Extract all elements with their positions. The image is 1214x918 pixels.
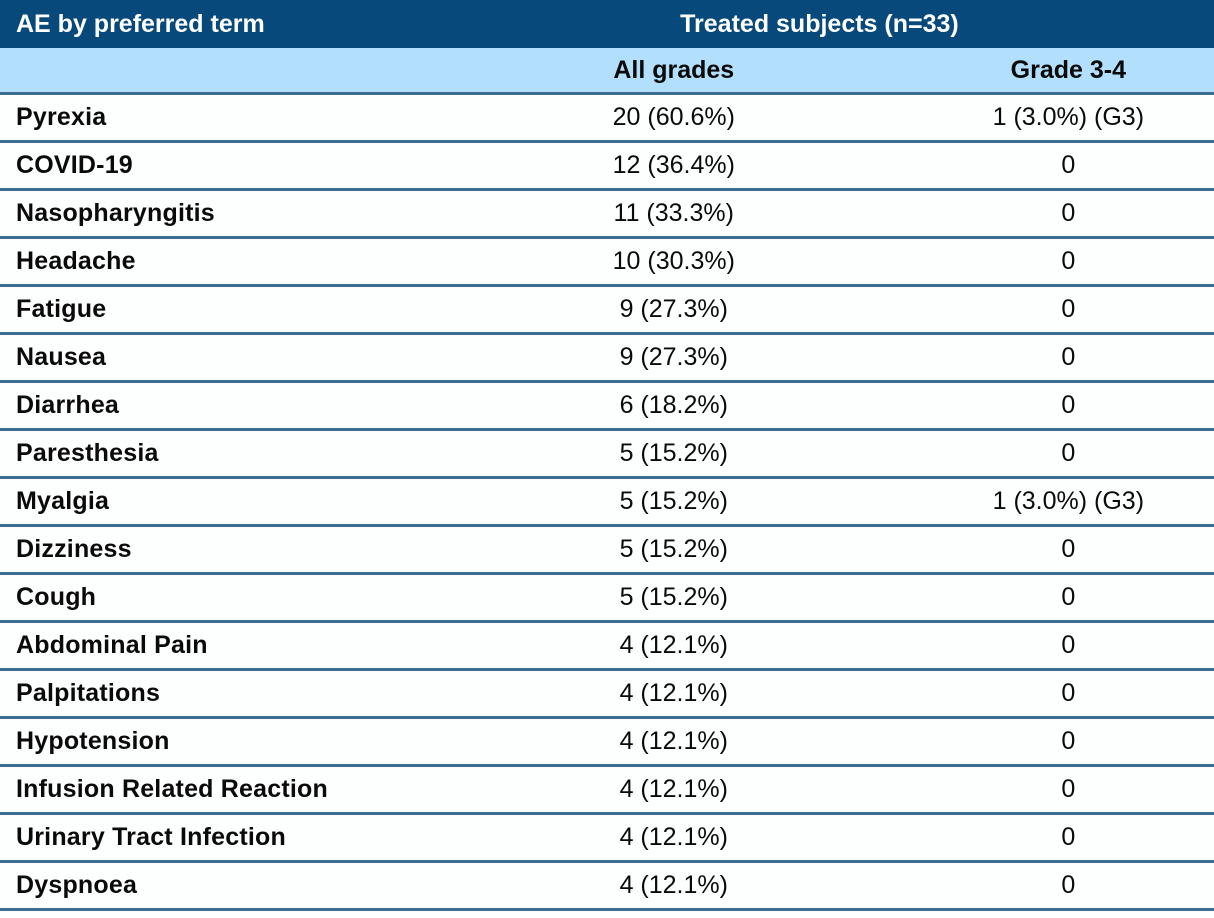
ae-term-cell: Palpitations xyxy=(0,669,425,719)
grade-3-4-cell: 0 xyxy=(922,429,1214,479)
table-row: Myalgia 5 (15.2%) 1 (3.0%) (G3) xyxy=(0,477,1214,527)
table-row: Abdominal Pain 4 (12.1%) 0 xyxy=(0,621,1214,671)
grade-3-4-cell: 0 xyxy=(922,669,1214,719)
grade-3-4-cell: 1 (3.0%) (G3) xyxy=(922,477,1214,527)
all-grades-cell: 9 (27.3%) xyxy=(424,333,923,383)
ae-term-cell: Abdominal Pain xyxy=(0,621,425,671)
header-treated-subjects: Treated subjects (n=33) xyxy=(424,0,1214,48)
grade-3-4-cell: 0 xyxy=(922,141,1214,191)
all-grades-cell: 11 (33.3%) xyxy=(424,189,923,239)
grade-3-4-cell: 0 xyxy=(922,189,1214,239)
ae-term-cell: Headache xyxy=(0,237,425,287)
table-row: COVID-19 12 (36.4%) 0 xyxy=(0,141,1214,191)
subheader-empty-cell xyxy=(0,48,425,95)
table-row: Diarrhea 6 (18.2%) 0 xyxy=(0,381,1214,431)
grade-3-4-cell: 1 (3.0%) (G3) xyxy=(922,93,1214,143)
grade-3-4-cell: 0 xyxy=(922,813,1214,863)
ae-term-cell: Hypotension xyxy=(0,717,425,767)
ae-term-cell: Dyspnoea xyxy=(0,861,425,911)
grade-3-4-cell: 0 xyxy=(922,717,1214,767)
table-row: Infusion Related Reaction 4 (12.1%) 0 xyxy=(0,765,1214,815)
table-row: Urinary Tract Infection 4 (12.1%) 0 xyxy=(0,813,1214,863)
main-header-row: AE by preferred term Treated subjects (n… xyxy=(0,0,1214,48)
ae-term-cell: Fatigue xyxy=(0,285,425,335)
ae-term-cell: Urinary Tract Infection xyxy=(0,813,425,863)
ae-term-cell: Dizziness xyxy=(0,525,425,575)
grade-3-4-cell: 0 xyxy=(922,525,1214,575)
grade-3-4-cell: 0 xyxy=(922,861,1214,911)
all-grades-cell: 20 (60.6%) xyxy=(424,93,923,143)
table-header: AE by preferred term Treated subjects (n… xyxy=(0,0,1214,95)
ae-term-cell: COVID-19 xyxy=(0,141,425,191)
ae-table-body: Pyrexia 20 (60.6%) 1 (3.0%) (G3) COVID-1… xyxy=(0,93,1214,911)
all-grades-cell: 4 (12.1%) xyxy=(424,621,923,671)
all-grades-cell: 5 (15.2%) xyxy=(424,573,923,623)
table-row: Nausea 9 (27.3%) 0 xyxy=(0,333,1214,383)
ae-term-cell: Cough xyxy=(0,573,425,623)
grade-3-4-cell: 0 xyxy=(922,573,1214,623)
table-row: Fatigue 9 (27.3%) 0 xyxy=(0,285,1214,335)
table-row: Nasopharyngitis 11 (33.3%) 0 xyxy=(0,189,1214,239)
ae-term-cell: Nasopharyngitis xyxy=(0,189,425,239)
all-grades-cell: 9 (27.3%) xyxy=(424,285,923,335)
all-grades-cell: 10 (30.3%) xyxy=(424,237,923,287)
table-row: Dizziness 5 (15.2%) 0 xyxy=(0,525,1214,575)
subheader-grade-3-4: Grade 3-4 xyxy=(922,48,1214,95)
table-row: Cough 5 (15.2%) 0 xyxy=(0,573,1214,623)
all-grades-cell: 6 (18.2%) xyxy=(424,381,923,431)
all-grades-cell: 4 (12.1%) xyxy=(424,813,923,863)
grade-3-4-cell: 0 xyxy=(922,237,1214,287)
all-grades-cell: 12 (36.4%) xyxy=(424,141,923,191)
ae-term-cell: Infusion Related Reaction xyxy=(0,765,425,815)
ae-term-cell: Pyrexia xyxy=(0,93,425,143)
table-row: Pyrexia 20 (60.6%) 1 (3.0%) (G3) xyxy=(0,93,1214,143)
all-grades-cell: 4 (12.1%) xyxy=(424,669,923,719)
table-row: Headache 10 (30.3%) 0 xyxy=(0,237,1214,287)
all-grades-cell: 5 (15.2%) xyxy=(424,477,923,527)
subheader-all-grades: All grades xyxy=(424,48,923,95)
all-grades-cell: 4 (12.1%) xyxy=(424,861,923,911)
ae-term-cell: Myalgia xyxy=(0,477,425,527)
sub-header-row: All grades Grade 3-4 xyxy=(0,48,1214,95)
all-grades-cell: 5 (15.2%) xyxy=(424,525,923,575)
grade-3-4-cell: 0 xyxy=(922,381,1214,431)
table-row: Palpitations 4 (12.1%) 0 xyxy=(0,669,1214,719)
grade-3-4-cell: 0 xyxy=(922,285,1214,335)
all-grades-cell: 4 (12.1%) xyxy=(424,765,923,815)
table-row: Hypotension 4 (12.1%) 0 xyxy=(0,717,1214,767)
all-grades-cell: 5 (15.2%) xyxy=(424,429,923,479)
ae-term-cell: Nausea xyxy=(0,333,425,383)
grade-3-4-cell: 0 xyxy=(922,765,1214,815)
ae-term-cell: Diarrhea xyxy=(0,381,425,431)
ae-term-cell: Paresthesia xyxy=(0,429,425,479)
grade-3-4-cell: 0 xyxy=(922,621,1214,671)
table-row: Paresthesia 5 (15.2%) 0 xyxy=(0,429,1214,479)
header-ae-by-preferred-term: AE by preferred term xyxy=(0,0,425,48)
all-grades-cell: 4 (12.1%) xyxy=(424,717,923,767)
grade-3-4-cell: 0 xyxy=(922,333,1214,383)
table-row: Dyspnoea 4 (12.1%) 0 xyxy=(0,861,1214,911)
